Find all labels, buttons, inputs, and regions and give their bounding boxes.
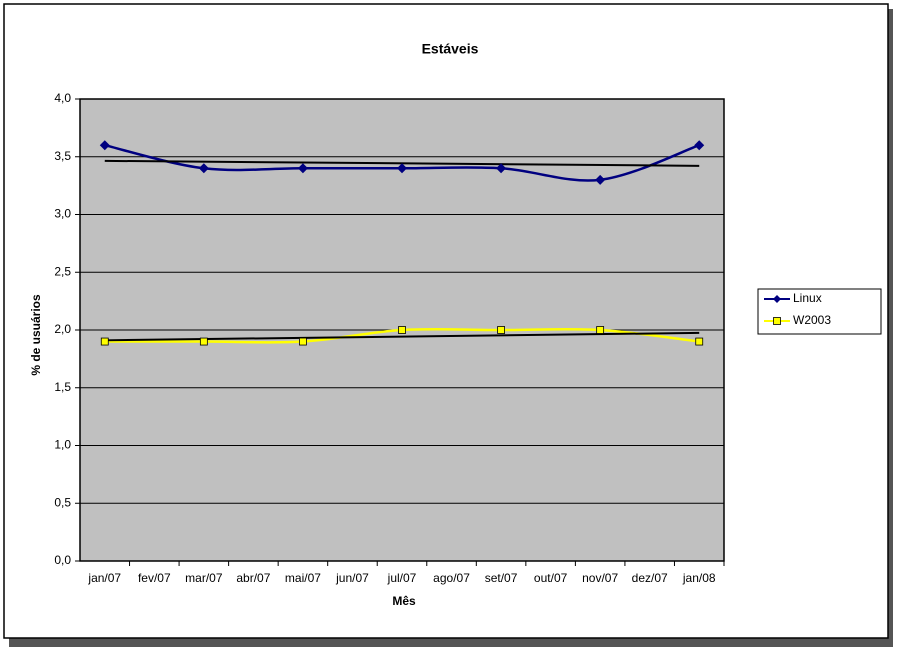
y-tick-label: 3,5 [54, 149, 71, 163]
x-tick-label: nov/07 [582, 571, 618, 585]
x-tick-label: jun/07 [335, 571, 369, 585]
marker [398, 326, 406, 334]
x-tick-label: jan/07 [87, 571, 121, 585]
y-tick-label: 1,5 [54, 380, 71, 394]
legend-marker [773, 295, 781, 303]
y-tick-label: 0,5 [54, 495, 71, 509]
y-tick-label: 0,0 [54, 553, 71, 567]
marker [595, 174, 606, 185]
legend-label: W2003 [793, 313, 831, 327]
marker [596, 326, 605, 334]
x-tick-label: ago/07 [433, 571, 470, 585]
marker [496, 163, 507, 174]
x-tick-label: jul/07 [387, 571, 417, 585]
chart-title: Estáveis [422, 41, 479, 57]
marker [199, 337, 208, 346]
x-tick-label: mar/07 [185, 571, 223, 585]
marker [100, 337, 109, 346]
legend-label: Linux [793, 291, 822, 305]
legend-marker [773, 317, 781, 325]
x-tick-label: mai/07 [285, 571, 321, 585]
marker [397, 163, 407, 174]
x-tick-label: jan/08 [682, 571, 716, 585]
marker [198, 163, 209, 174]
marker [694, 140, 705, 151]
x-axis-label: Mês [392, 594, 416, 608]
x-tick-label: fev/07 [138, 571, 171, 585]
y-axis-label: % de usuários [29, 294, 43, 376]
y-tick-label: 2,0 [54, 322, 71, 336]
marker [299, 337, 307, 346]
marker [497, 326, 505, 334]
x-tick-label: dez/07 [632, 571, 668, 585]
marker [99, 140, 110, 151]
y-tick-label: 4,0 [54, 91, 71, 105]
x-tick-label: out/07 [534, 571, 568, 585]
x-tick-label: abr/07 [236, 571, 270, 585]
marker [695, 337, 704, 346]
y-tick-label: 2,5 [54, 264, 71, 278]
x-tick-label: set/07 [485, 571, 518, 585]
marker [297, 163, 308, 174]
y-tick-label: 1,0 [54, 438, 71, 452]
y-tick-label: 3,0 [54, 207, 71, 221]
